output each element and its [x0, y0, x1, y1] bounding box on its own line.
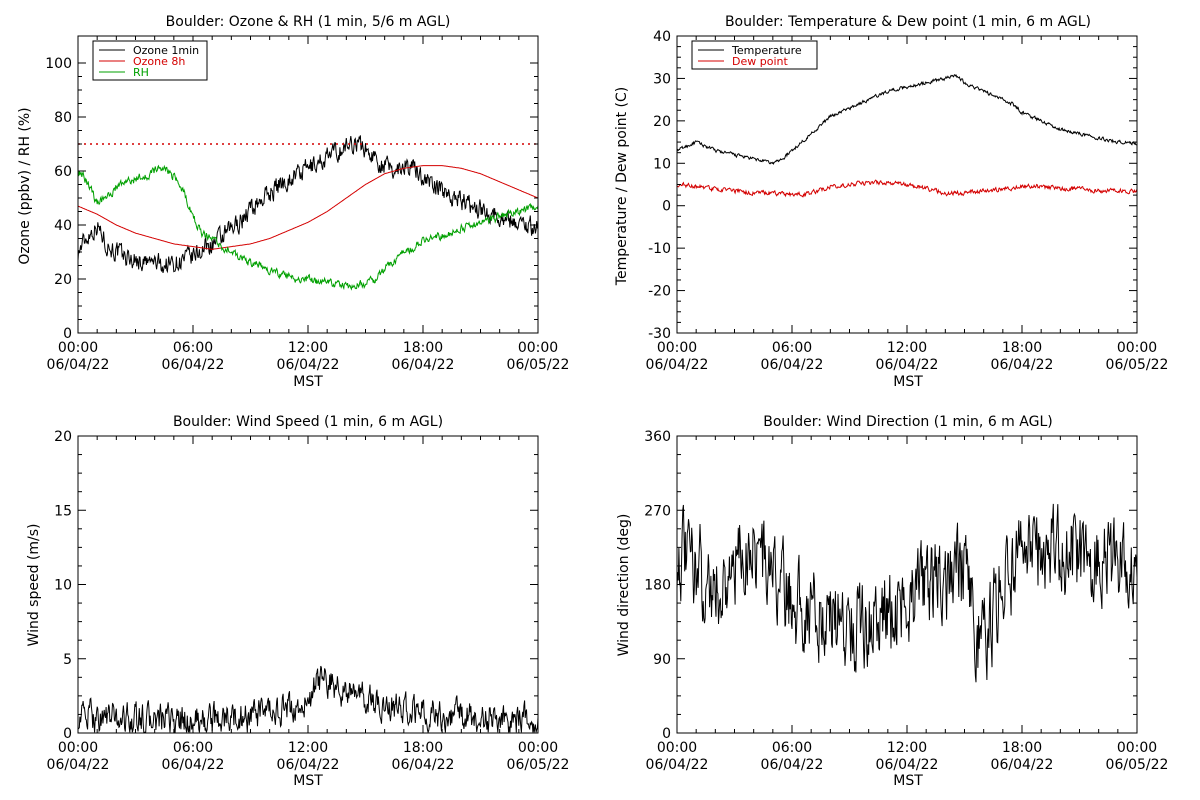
y-tick-label: 15 — [54, 503, 72, 519]
legend-label: RH — [133, 66, 149, 79]
y-tick-label: 90 — [653, 652, 671, 668]
wind-direction-chart: Boulder: Wind Direction (1 min, 6 m AGL)… — [616, 414, 1168, 789]
plot-frame — [77, 35, 539, 334]
chart-title: Boulder: Temperature & Dew point (1 min,… — [725, 14, 1091, 30]
x-tick-time: 00:00 — [1117, 740, 1157, 756]
x-tick-time: 00:00 — [518, 340, 558, 356]
y-axis-label: Ozone (ppbv) / RH (%) — [17, 107, 33, 264]
x-tick-date: 06/04/22 — [991, 757, 1054, 773]
y-tick-label: 0 — [662, 199, 671, 215]
y-tick-label: 40 — [54, 218, 72, 234]
chart-title: Boulder: Wind Speed (1 min, 6 m AGL) — [173, 414, 443, 430]
y-tick-label: 0 — [662, 726, 671, 742]
x-tick-date: 06/04/22 — [392, 357, 455, 373]
temperature-dewpoint-chart: Boulder: Temperature & Dew point (1 min,… — [614, 14, 1168, 390]
x-tick-time: 00:00 — [518, 740, 558, 756]
series-line-ozone-1min — [78, 135, 538, 274]
y-tick-label: 270 — [644, 503, 671, 519]
x-tick-date: 06/04/22 — [47, 357, 110, 373]
y-tick-label: 60 — [54, 164, 72, 180]
x-tick-time: 06:00 — [173, 340, 213, 356]
x-tick-time: 00:00 — [657, 340, 697, 356]
x-tick-time: 00:00 — [58, 740, 98, 756]
x-tick-date: 06/04/22 — [991, 357, 1054, 373]
x-tick-time: 06:00 — [772, 340, 812, 356]
plot-frame — [77, 435, 539, 734]
y-tick-label: 20 — [54, 272, 72, 288]
series-line-wspd — [78, 665, 538, 733]
x-tick-date: 06/04/22 — [277, 757, 340, 773]
y-tick-label: 10 — [54, 578, 72, 594]
x-tick-time: 00:00 — [657, 740, 697, 756]
series-line-ozone-8h — [78, 165, 538, 250]
x-tick-time: 12:00 — [887, 740, 927, 756]
x-axis-label: MST — [893, 773, 923, 789]
plot-frame — [676, 35, 1138, 334]
x-axis-label: MST — [893, 374, 923, 390]
y-axis-label: Temperature / Dew point (C) — [614, 87, 630, 286]
x-tick-time: 12:00 — [288, 740, 328, 756]
x-tick-time: 12:00 — [887, 340, 927, 356]
x-tick-time: 00:00 — [1117, 340, 1157, 356]
x-tick-date: 06/04/22 — [47, 757, 110, 773]
x-tick-date: 06/04/22 — [761, 357, 824, 373]
series-line-wdir — [677, 503, 1137, 683]
y-tick-label: 5 — [63, 652, 72, 668]
x-tick-date: 06/04/22 — [646, 357, 709, 373]
x-tick-date: 06/04/22 — [162, 357, 225, 373]
y-tick-label: 0 — [63, 726, 72, 742]
x-tick-date: 06/04/22 — [761, 757, 824, 773]
x-tick-time: 12:00 — [288, 340, 328, 356]
x-tick-time: 18:00 — [403, 340, 443, 356]
x-axis-label: MST — [293, 374, 323, 390]
series-line-temperature — [677, 74, 1137, 165]
y-tick-label: 30 — [653, 71, 671, 87]
y-tick-label: 0 — [63, 326, 72, 342]
x-tick-date: 06/04/22 — [876, 357, 939, 373]
y-tick-label: 80 — [54, 110, 72, 126]
y-tick-label: -30 — [648, 326, 671, 342]
chart-title: Boulder: Wind Direction (1 min, 6 m AGL) — [763, 414, 1052, 430]
x-tick-time: 06:00 — [173, 740, 213, 756]
x-tick-time: 18:00 — [1002, 740, 1042, 756]
x-tick-date: 06/05/22 — [1106, 757, 1169, 773]
legend-label: Ozone 1min — [133, 44, 199, 57]
series-line-dew-point — [677, 179, 1137, 198]
x-tick-date: 06/04/22 — [277, 357, 340, 373]
y-tick-label: -10 — [648, 241, 671, 257]
x-tick-time: 06:00 — [772, 740, 812, 756]
x-tick-date: 06/04/22 — [392, 757, 455, 773]
y-tick-label: 40 — [653, 29, 671, 45]
x-tick-date: 06/04/22 — [646, 757, 709, 773]
y-tick-label: 360 — [644, 429, 671, 445]
legend-label: Ozone 8h — [133, 55, 185, 68]
y-tick-label: 20 — [653, 114, 671, 130]
x-axis-label: MST — [293, 773, 323, 789]
y-axis-label: Wind direction (deg) — [616, 514, 632, 657]
y-axis-label: Wind speed (m/s) — [26, 524, 42, 647]
x-tick-date: 06/04/22 — [876, 757, 939, 773]
legend-label: Dew point — [732, 55, 788, 68]
y-tick-label: 20 — [54, 429, 72, 445]
ozone-rh-chart: Boulder: Ozone & RH (1 min, 5/6 m AGL) O… — [17, 14, 569, 390]
y-tick-label: 100 — [45, 56, 72, 72]
legend-box — [691, 40, 818, 70]
y-tick-label: 10 — [653, 156, 671, 172]
series-line-rh — [78, 164, 538, 291]
x-tick-time: 18:00 — [1002, 340, 1042, 356]
x-tick-date: 06/05/22 — [507, 357, 570, 373]
y-tick-label: 180 — [644, 578, 671, 594]
x-tick-date: 06/04/22 — [162, 757, 225, 773]
x-tick-time: 00:00 — [58, 340, 98, 356]
y-tick-label: -20 — [648, 284, 671, 300]
x-tick-time: 18:00 — [403, 740, 443, 756]
legend-label: Temperature — [731, 44, 802, 57]
wind-speed-chart: Boulder: Wind Speed (1 min, 6 m AGL) Win… — [26, 414, 569, 789]
chart-title: Boulder: Ozone & RH (1 min, 5/6 m AGL) — [166, 14, 451, 30]
x-tick-date: 06/05/22 — [507, 757, 570, 773]
x-tick-date: 06/05/22 — [1106, 357, 1169, 373]
